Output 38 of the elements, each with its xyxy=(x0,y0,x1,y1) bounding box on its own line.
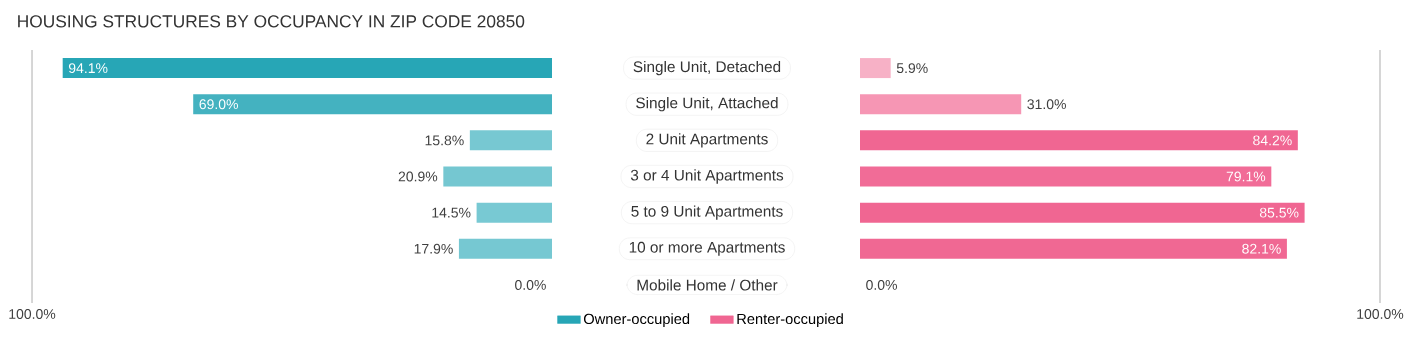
data-label: 69.0% xyxy=(199,99,238,110)
y-tick-label: 3 or 4 Unit Apartments xyxy=(630,169,784,184)
x-tick-label: 100.0% xyxy=(9,309,56,319)
y-tick-label: Mobile Home / Other xyxy=(637,279,778,291)
data-label: 0.0% xyxy=(866,279,897,290)
data-label: 5.9% xyxy=(896,63,928,74)
bar xyxy=(860,202,1305,223)
legend-label: Owner-occupied xyxy=(583,313,690,327)
bar xyxy=(476,202,552,223)
bar xyxy=(62,58,552,79)
bar xyxy=(860,94,1022,115)
y-tick-label: Single Unit, Detached xyxy=(633,60,781,76)
data-label: 20.9% xyxy=(398,171,438,182)
y-tick-label: 2 Unit Apartments xyxy=(646,133,768,148)
y-tick-label: 5 to 9 Unit Apartments xyxy=(631,205,783,220)
data-label: 82.1% xyxy=(1242,243,1281,254)
bar xyxy=(193,94,552,115)
data-label: 0.0% xyxy=(515,279,546,290)
data-label: 84.2% xyxy=(1253,135,1292,146)
legend-label: Renter-occupied xyxy=(737,313,843,327)
bar xyxy=(469,130,552,151)
data-label: 15.8% xyxy=(425,135,464,146)
bar xyxy=(860,130,1298,151)
data-label: 79.1% xyxy=(1226,171,1266,182)
data-label: 14.5% xyxy=(432,207,471,218)
bar xyxy=(458,238,552,259)
bar xyxy=(860,58,891,79)
x-tick-label: 100.0% xyxy=(1357,309,1404,319)
bar xyxy=(443,166,552,187)
data-label: 94.1% xyxy=(68,63,108,74)
bar xyxy=(860,166,1272,187)
data-label: 17.9% xyxy=(414,243,453,254)
bar xyxy=(860,238,1287,259)
chart-title: HOUSING STRUCTURES BY OCCUPANCY IN ZIP CODE 20850 xyxy=(18,15,525,28)
y-tick-label: Single Unit, Attached xyxy=(636,97,778,112)
data-label: 85.5% xyxy=(1259,207,1299,218)
data-label: 31.0% xyxy=(1027,99,1066,110)
y-tick-label: 10 or more Apartments xyxy=(629,241,785,256)
